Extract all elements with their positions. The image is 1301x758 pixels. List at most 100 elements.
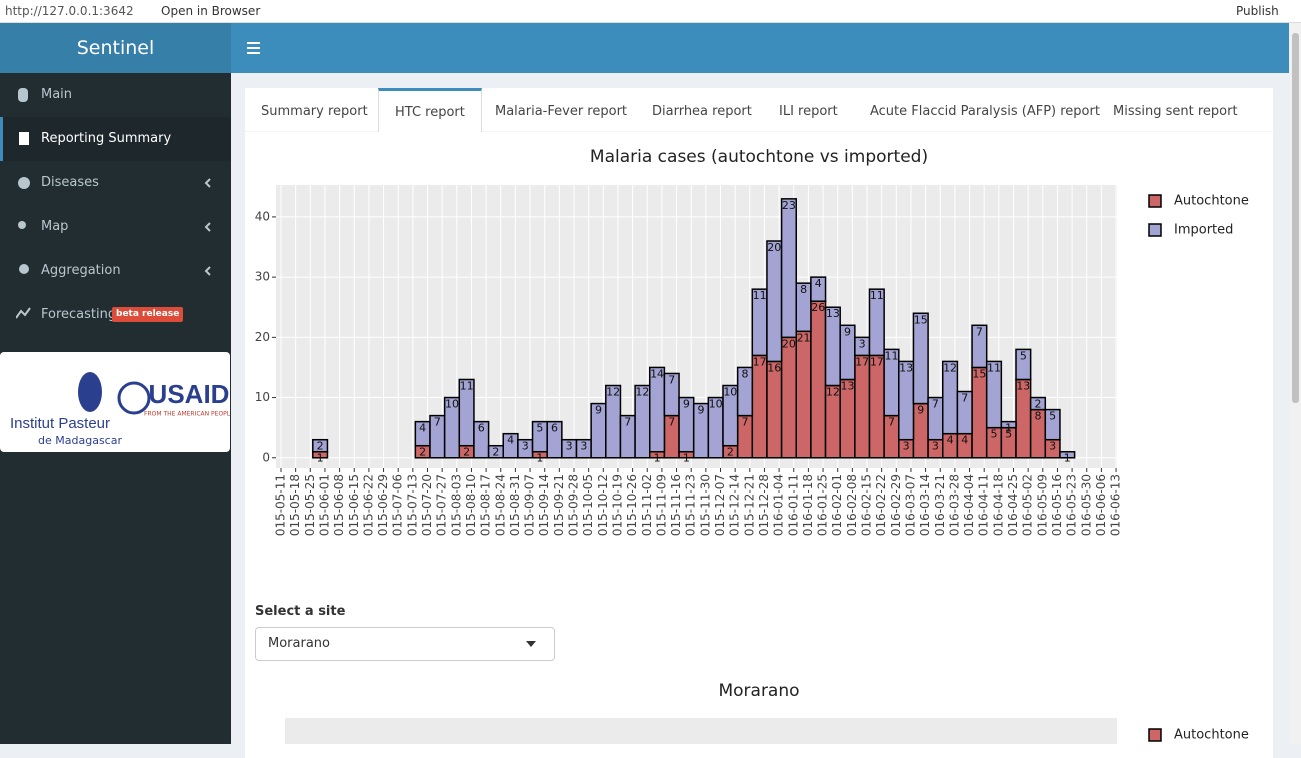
usaid-sub: FROM THE AMERICAN PEOPLE (144, 411, 230, 418)
brand[interactable]: Sentinel (0, 23, 231, 73)
data-label: 3 (932, 440, 939, 453)
data-label: 7 (434, 416, 441, 429)
site-chart-title: Morarano (718, 681, 799, 701)
header (231, 23, 1289, 73)
legend-label: Autochtone (1174, 194, 1249, 209)
x-tick-label: 016-04-18 (991, 474, 1005, 536)
bar-segment (1044, 408, 1061, 441)
tab[interactable]: HTC report (378, 88, 482, 132)
data-label: 1 (654, 452, 661, 465)
site-select[interactable]: Morarano (255, 627, 555, 661)
data-label: 2 (492, 446, 499, 459)
x-tick-label: 016-05-09 (1035, 474, 1049, 536)
data-label: 9 (595, 404, 602, 417)
open-in-browser[interactable]: Open in Browser (161, 4, 261, 18)
menu-toggle[interactable] (247, 39, 267, 59)
x-tick-label: 016-01-18 (801, 474, 815, 536)
data-label: 5 (536, 422, 543, 435)
x-tick-label: 015-05-25 (303, 474, 317, 536)
x-tick-label: 016-04-11 (977, 474, 991, 536)
x-tick-label: 015-12-07 (713, 474, 727, 536)
bar-segment (736, 366, 754, 417)
x-tick-label: 016-05-16 (1050, 474, 1064, 536)
x-tick-label: 015-08-31 (508, 474, 522, 536)
data-label: 20 (767, 241, 781, 254)
bar-segment (868, 288, 885, 357)
tab[interactable]: Diarrhea report (652, 104, 752, 119)
menu-label: Forecasting (41, 307, 117, 322)
menu-item[interactable]: Main (0, 73, 231, 117)
site-plot-area (285, 718, 1117, 744)
data-label: 6 (478, 422, 485, 435)
url: http://127.0.0.1:3642 (5, 4, 134, 18)
bar-segment (1029, 396, 1047, 411)
bar-segment (795, 282, 812, 333)
bar-segment (780, 336, 797, 459)
data-label: 7 (888, 416, 895, 429)
tab[interactable]: Summary report (261, 104, 368, 119)
x-tick-label: 015-11-09 (654, 474, 668, 536)
x-tick-label: 015-09-28 (567, 474, 581, 536)
x-tick-label: 015-08-24 (493, 474, 507, 536)
menu-item[interactable]: Map (0, 205, 231, 249)
data-label: 10 (709, 398, 723, 411)
bar-segment (663, 372, 680, 417)
data-label: 10 (445, 398, 459, 411)
tab[interactable]: ILI report (779, 104, 838, 119)
legend-label: Imported (1174, 223, 1233, 238)
x-tick-label: 016-02-22 (874, 474, 888, 536)
menu-item[interactable]: Reporting Summary (0, 117, 231, 161)
x-tick-label: 016-04-04 (962, 474, 976, 536)
bar-segment (458, 378, 475, 447)
x-tick-label: 015-09-07 (523, 474, 537, 536)
tabs: Summary report HTC report Malaria-Fever re… (245, 88, 1273, 132)
usaid: USAID (149, 379, 230, 409)
tab[interactable]: Acute Flaccid Paralysis (AFP) report (870, 104, 1100, 119)
x-tick-label: 015-11-30 (698, 474, 712, 536)
x-tick-label: 015-11-23 (684, 474, 698, 536)
data-label: 5 (1049, 410, 1056, 423)
bar-segment (473, 420, 490, 459)
x-tick-label: 016-02-08 (845, 474, 859, 536)
data-label: 3 (566, 440, 573, 453)
x-tick-label: 016-06-13 (1109, 474, 1123, 536)
pasteur-sub: de Madagascar (38, 434, 122, 447)
data-label: 26 (811, 301, 825, 314)
bar-segment (751, 354, 768, 459)
x-tick-label: 015-10-05 (581, 474, 595, 536)
x-tick-label: 016-03-07 (903, 474, 917, 536)
menu-label: Aggregation (41, 263, 121, 278)
menu-item[interactable]: Aggregation (0, 249, 231, 293)
bar-segment (868, 354, 885, 459)
tab[interactable]: Missing sent report (1113, 104, 1238, 119)
bar-segment (766, 240, 783, 363)
x-tick-label: 015-06-15 (347, 474, 361, 536)
x-tick-label: 016-02-15 (860, 474, 874, 536)
x-tick-label: 015-10-26 (625, 474, 639, 536)
data-label: 12 (606, 386, 620, 399)
x-tick-label: 015-10-12 (596, 474, 610, 536)
data-label: 13 (1016, 379, 1030, 392)
data-label: 12 (826, 386, 840, 399)
menu-item[interactable]: Forecasting beta release (0, 293, 231, 337)
x-tick-label: 015-11-02 (640, 474, 654, 536)
menu-label: Main (41, 87, 73, 102)
data-label: 7 (624, 416, 631, 429)
tab[interactable]: Malaria-Fever report (495, 104, 628, 119)
x-tick-label: 015-06-08 (332, 474, 346, 536)
data-label: 9 (698, 404, 705, 417)
publish[interactable]: Publish (1236, 4, 1279, 18)
data-label: 1 (683, 452, 690, 465)
menu-item[interactable]: Diseases (0, 161, 231, 205)
data-label: 2 (317, 440, 324, 453)
data-label: 10 (723, 386, 737, 399)
scroll-thumb[interactable] (1292, 33, 1299, 403)
menu-icons (16, 88, 211, 319)
data-label: 2 (463, 446, 470, 459)
bar-segment (312, 438, 329, 453)
y-tick-label: 30 (255, 270, 270, 284)
x-tick-label: 016-02-29 (889, 474, 903, 536)
x-tick-label: 015-08-17 (479, 474, 493, 536)
bar-segment (810, 276, 827, 302)
